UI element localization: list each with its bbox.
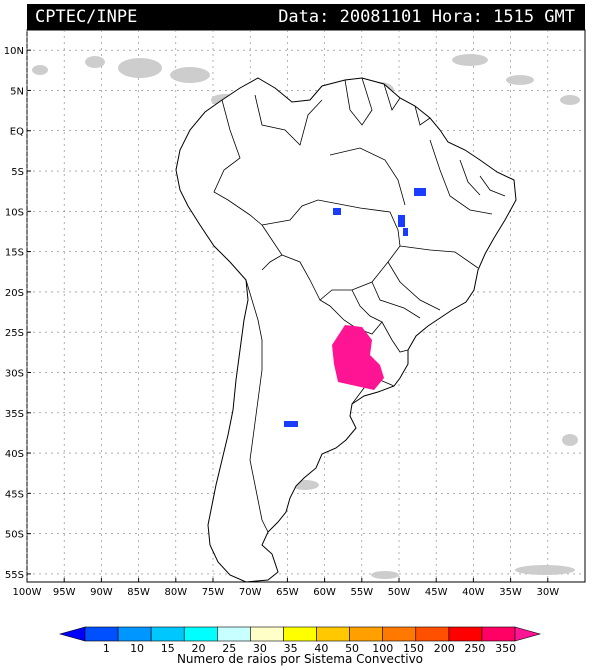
lat-label: 10S (5, 207, 24, 218)
lightning-system-maranhao (414, 188, 426, 196)
colorbar-swatch (150, 626, 185, 642)
colorbar: 1 10 15 20 25 30 35 40 50 100 150 200 250 350 (58, 626, 542, 655)
colorbar-title: Numero de raios por Sistema Convectivo (176, 652, 424, 666)
colorbar-swatch (250, 626, 284, 642)
colorbar-label: 200 (434, 642, 455, 655)
lat-label: 15S (5, 248, 24, 259)
lat-label: 50S (5, 530, 24, 541)
lon-label: 60W (313, 587, 336, 598)
lon-label: 75W (202, 587, 225, 598)
lightning-system-argentina (284, 421, 298, 427)
lon-label: 70W (239, 587, 262, 598)
colorbar-label: 35 (284, 642, 298, 655)
colorbar-swatch (316, 626, 350, 642)
lat-label: 25S (5, 328, 24, 339)
lon-label: 30W (536, 587, 559, 598)
colorbar-label: 100 (372, 642, 393, 655)
lon-label: 45W (425, 587, 448, 598)
country-borders (213, 77, 506, 533)
colorbar-swatch (84, 626, 119, 642)
colorbar-label: 50 (345, 642, 359, 655)
lightning-system-mato-grosso (333, 208, 341, 215)
colorbar-label: 20 (192, 642, 206, 655)
colorbar-label: 10 (130, 642, 144, 655)
lon-label: 55W (350, 587, 373, 598)
lightning-system-southern-brazil (332, 325, 384, 390)
colorbar-swatch (448, 626, 483, 642)
lon-label: 35W (499, 587, 522, 598)
colorbar-swatch (283, 626, 317, 642)
lon-label: 50W (388, 587, 411, 598)
lon-label: 80W (164, 587, 187, 598)
lat-label: EQ (10, 127, 24, 138)
lightning-system-goias-1 (398, 215, 405, 227)
lon-label: 40W (462, 587, 485, 598)
colorbar-label: 350 (495, 642, 516, 655)
colorbar-label: 15 (161, 642, 175, 655)
colorbar-swatch (349, 626, 383, 642)
lightning-systems (284, 188, 426, 427)
colorbar-arrow-low (58, 626, 86, 642)
colorbar-swatch (217, 626, 251, 642)
lat-label: 40S (5, 449, 24, 460)
lon-label: 65W (276, 587, 299, 598)
lightning-system-goias-2 (403, 228, 408, 236)
lat-label: 55S (5, 570, 24, 581)
colorbar-swatch (183, 626, 218, 642)
source-label: CPTEC/INPE (35, 7, 138, 27)
lat-label: 5N (10, 86, 24, 97)
lon-label: 90W (90, 587, 113, 598)
colorbar-label: 40 (314, 642, 328, 655)
lon-label: 85W (127, 587, 150, 598)
colorbar-label: 250 (464, 642, 485, 655)
colorbar-label: 30 (253, 642, 267, 655)
colorbar-swatch (117, 626, 152, 642)
lon-label: 100W (13, 587, 42, 598)
lat-label: 5S (11, 167, 24, 178)
lat-label: 10N (4, 46, 24, 57)
colorbar-swatch (481, 626, 516, 642)
lat-label: 30S (5, 368, 24, 379)
lat-label: 35S (5, 409, 24, 420)
lon-label: 95W (53, 587, 76, 598)
colorbar-swatch (415, 626, 450, 642)
lat-label: 20S (5, 288, 24, 299)
colorbar-label: 25 (222, 642, 236, 655)
colorbar-label: 150 (403, 642, 424, 655)
datetime-label: Data: 20081101 Hora: 1515 GMT (278, 7, 575, 27)
colorbar-arrow-high (514, 626, 542, 642)
lat-label: 45S (5, 489, 24, 500)
colorbar-swatch (382, 626, 417, 642)
map-header: CPTEC/INPE Data: 20081101 Hora: 1515 GMT (27, 4, 585, 30)
colorbar-label: 1 (103, 642, 110, 655)
